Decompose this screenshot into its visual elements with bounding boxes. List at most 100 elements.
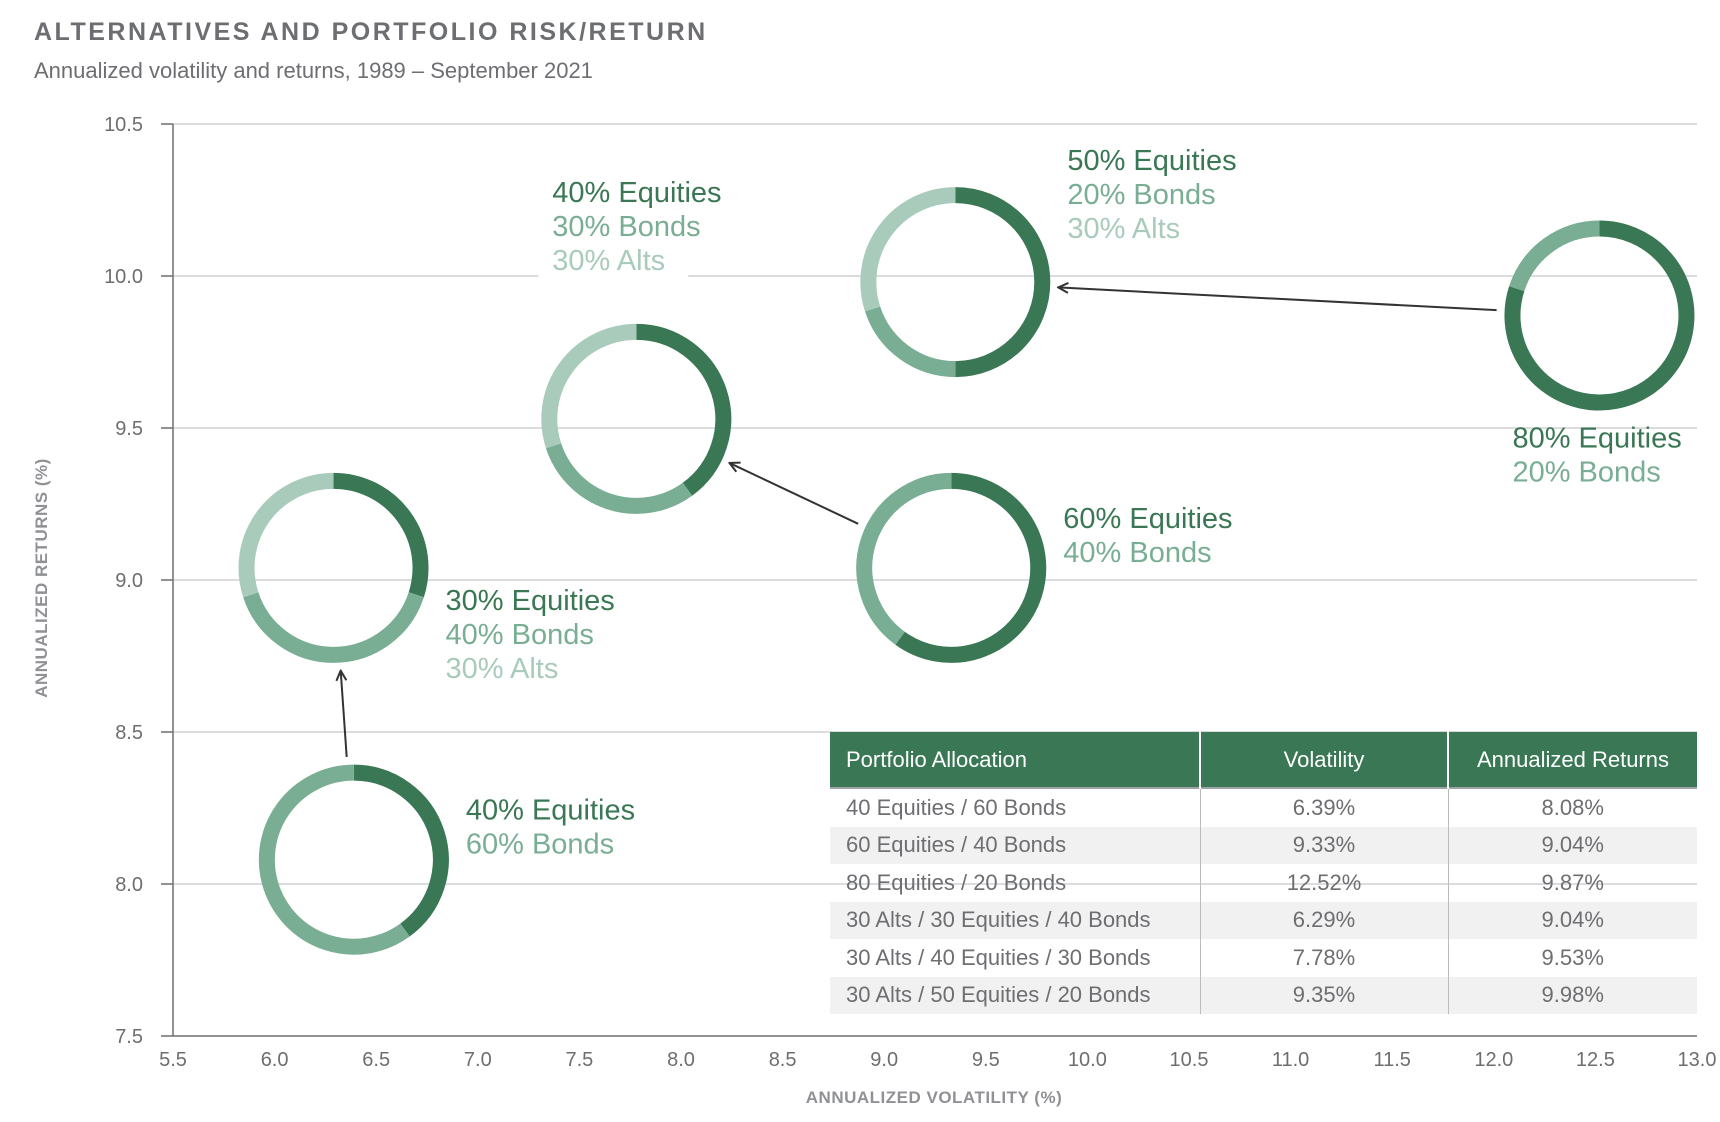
equities-segment — [333, 472, 429, 598]
bonds-segment — [243, 592, 424, 663]
table-row: 30 Alts / 30 Equities / 40 Bonds 6.29% 9… — [830, 901, 1697, 939]
cell-volatility: 9.33% — [1199, 826, 1448, 864]
table-row: 80 Equities / 20 Bonds 12.52% 9.87% — [830, 864, 1697, 902]
header-annualized-returns: Annualized Returns — [1447, 732, 1697, 788]
header-portfolio-allocation: Portfolio Allocation — [830, 732, 1200, 788]
cell-allocation: 30 Alts / 40 Equities / 30 Bonds — [846, 944, 1151, 970]
x-tick-label: 5.5 — [159, 1049, 187, 1071]
x-tick-label: 10.5 — [1170, 1049, 1209, 1071]
cell-volatility: 9.35% — [1199, 976, 1448, 1014]
equities-segment — [895, 472, 1047, 663]
arrow — [1058, 287, 1497, 312]
bonds-segment — [545, 443, 693, 514]
x-tick-label: 9.0 — [870, 1049, 898, 1071]
equities-segment — [1504, 220, 1695, 411]
x-tick-label: 12.0 — [1474, 1049, 1513, 1071]
donut-marker — [860, 187, 1051, 378]
cell-return: 9.04% — [1447, 826, 1697, 864]
cell-allocation: 30 Alts / 30 Equities / 40 Bonds — [846, 907, 1151, 933]
cell-volatility: 12.52% — [1199, 864, 1448, 902]
x-tick-label: 9.5 — [972, 1049, 1000, 1071]
cell-allocation: 30 Alts / 50 Equities / 20 Bonds — [846, 982, 1151, 1008]
donut-marker — [541, 323, 732, 514]
table-row: 30 Alts / 40 Equities / 30 Bonds 7.78% 9… — [830, 939, 1697, 977]
point-label-line: 40% Bonds — [446, 619, 594, 651]
point-label-line: 60% Bonds — [466, 829, 614, 861]
cell-allocation: 80 Equities / 20 Bonds — [846, 869, 1067, 895]
point-label-line: 30% Bonds — [552, 211, 700, 243]
donut-marker — [1504, 220, 1695, 411]
cell-allocation: 40 Equities / 60 Bonds — [830, 787, 1200, 827]
bonds-segment — [1509, 220, 1600, 292]
allocation-table: Portfolio Allocation Volatility Annualiz… — [830, 732, 1697, 1014]
point-label-line: 20% Bonds — [1512, 457, 1660, 489]
x-tick-label: 11.5 — [1373, 1049, 1410, 1071]
alts-segment — [860, 187, 956, 312]
cell-return: 9.04% — [1447, 901, 1697, 939]
x-tick-label: 11.0 — [1272, 1049, 1309, 1071]
cell-return: 9.87% — [1447, 864, 1697, 902]
x-tick-label: 13.0 — [1678, 1049, 1717, 1071]
table-row: 40 Equities / 60 Bonds 6.39% 8.08% — [830, 787, 1697, 827]
cell-return: 9.98% — [1447, 976, 1697, 1014]
x-tick-label: 12.5 — [1576, 1049, 1615, 1071]
chart-title: ALTERNATIVES AND PORTFOLIO RISK/RETURN — [34, 18, 708, 46]
table-row: 60 Equities / 40 Bonds 9.33% 9.04% — [830, 826, 1697, 864]
y-tick-label: 9.0 — [115, 570, 143, 592]
label-background — [538, 241, 689, 278]
point-label-line: 30% Alts — [552, 245, 665, 277]
x-tick-label: 8.0 — [667, 1049, 695, 1071]
cell-volatility: 7.78% — [1199, 939, 1448, 977]
cell-return: 8.08% — [1447, 787, 1697, 827]
arrow — [341, 671, 348, 757]
point-label-line: 40% Bonds — [1063, 537, 1211, 569]
alts-segment — [238, 472, 334, 598]
y-tick-label: 10.0 — [104, 266, 143, 288]
point-label-line: 20% Bonds — [1067, 179, 1215, 211]
point-label-line: 50% Equities — [1067, 145, 1236, 177]
arrow — [729, 463, 859, 525]
bonds-segment — [864, 306, 956, 378]
alts-segment — [541, 323, 637, 449]
header-volatility: Volatility — [1199, 732, 1448, 788]
point-label-line: 40% Equities — [552, 177, 721, 209]
x-tick-label: 8.5 — [769, 1049, 797, 1071]
y-axis-title: ANNUALIZED RETURNS (%) — [32, 458, 51, 698]
table-row: 30 Alts / 50 Equities / 20 Bonds 9.35% 9… — [830, 976, 1697, 1014]
x-tick-label: 10.0 — [1068, 1049, 1107, 1071]
point-label-line: 60% Equities — [1063, 503, 1232, 535]
donut-marker — [238, 472, 429, 663]
x-tick-label: 6.5 — [362, 1049, 390, 1071]
x-tick-labels: 5.5 6.0 6.5 7.0 7.5 8.0 8.5 9.0 9.5 10.0 10.5 11.0 1… — [159, 1049, 1716, 1071]
point-label-line: 80% Equities — [1512, 423, 1681, 455]
y-tick-labels: 7.5 8.0 8.5 9.0 9.5 10.0 10.5 — [104, 114, 143, 1048]
x-axis-title: ANNUALIZED VOLATILITY (%) — [805, 1088, 1063, 1107]
y-tick-label: 7.5 — [115, 1026, 143, 1048]
point-label-line: 30% Equities — [446, 585, 615, 617]
cell-volatility: 6.29% — [1199, 901, 1448, 939]
equities-segment — [636, 323, 732, 496]
y-tick-label: 8.0 — [115, 874, 143, 896]
x-tick-label: 7.5 — [565, 1049, 593, 1071]
equities-segment — [955, 187, 1051, 378]
point-label-line: 40% Equities — [466, 795, 635, 827]
point-label-line: 30% Alts — [1067, 213, 1180, 245]
y-tick-label: 10.5 — [104, 114, 143, 136]
x-tick-label: 6.0 — [261, 1049, 289, 1071]
donut-marker — [258, 764, 449, 955]
table-header-row: Portfolio Allocation Volatility Annualiz… — [830, 732, 1697, 788]
bonds-segment — [856, 472, 952, 645]
y-tick-label: 9.5 — [115, 418, 143, 440]
cell-return: 9.53% — [1447, 939, 1697, 977]
cell-volatility: 6.39% — [1199, 787, 1448, 827]
y-tick-label: 8.5 — [115, 722, 143, 744]
donut-marker — [856, 472, 1047, 663]
point-label-line: 30% Alts — [446, 653, 559, 685]
arrows — [341, 287, 1497, 757]
donut-markers — [238, 187, 1695, 955]
x-tick-label: 7.0 — [464, 1049, 492, 1071]
cell-allocation: 60 Equities / 40 Bonds — [846, 832, 1067, 858]
bonds-segment — [258, 764, 410, 955]
